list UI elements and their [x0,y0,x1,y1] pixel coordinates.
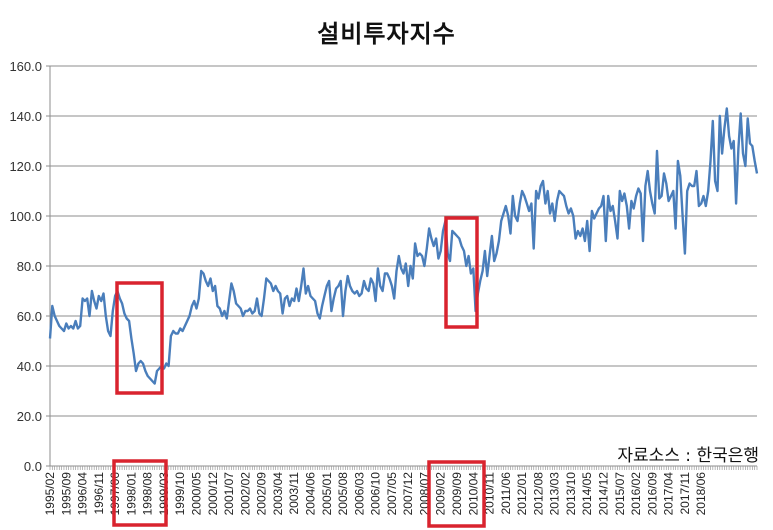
x-tick-label: 1996/11 [92,472,106,515]
y-axis-ticks: 0.0 20.0 40.0 60.0 80.0 100.0 120.0 140.0 160.0 [9,59,42,474]
y-tick-label: 20.0 [17,409,42,424]
x-tick-label: 2002/09 [255,472,269,516]
x-tick-label: 2012/08 [531,472,545,516]
x-tick-label: 2014/12 [597,472,611,516]
x-tick-label: 2004/06 [303,472,317,516]
x-tick-label: 2011/06 [499,472,513,515]
source-label: 자료소스 : 한국은행 [617,446,759,466]
x-tick-label: 2005/08 [336,472,350,516]
x-tick-label: 2010/04 [466,472,480,516]
y-tick-label: 140.0 [9,109,42,124]
x-tick-label: 1998/08 [141,472,155,516]
x-tick-label: 2002/02 [238,472,252,516]
y-tick-label: 40.0 [17,359,42,374]
x-tick-label: 2017/11 [678,472,692,515]
y-tick-label: 60.0 [17,309,42,324]
y-tick-label: 160.0 [9,59,42,74]
x-tick-label: 2016/02 [629,472,643,516]
x-tick-label: 1996/04 [76,472,90,516]
y-tick-label: 100.0 [9,209,42,224]
x-tick-label: 1995/09 [59,472,73,516]
x-tick-label: 2018/06 [694,472,708,516]
x-tick-label: 2003/04 [271,472,285,516]
highlight-box-2008-crisis [444,216,479,329]
x-tick-label: 2009/02 [434,472,448,516]
x-tick-label: 2006/03 [352,472,366,516]
series-line [48,107,759,385]
x-tick-label: 2005/01 [320,472,334,516]
x-tick-label: 2016/09 [645,472,659,516]
x-tick-label: 2000/05 [190,472,204,516]
x-axis-ticks: 1995/02 1995/09 1996/04 1996/11 1997/06 1998/… [43,472,708,516]
y-tick-label: 0.0 [24,459,42,474]
x-tick-label: 2014/05 [580,472,594,516]
x-tick-label: 2003/11 [287,472,301,515]
x-tick-label: 1999/10 [173,472,187,516]
x-tick-label: 2000/12 [206,472,220,516]
x-tick-label: 2017/04 [662,472,676,516]
x-tick-label: 2010/11 [483,472,497,515]
x-tick-label: 2012/01 [515,472,529,516]
highlight-box-labels-1997 [112,459,168,527]
x-tick-label: 1998/01 [124,472,138,516]
x-tick-label: 2006/10 [369,472,383,516]
y-tick-label: 80.0 [17,259,42,274]
x-tick-label: 2013/10 [564,472,578,516]
y-tick-label: 120.0 [9,159,42,174]
chart-title: 설비투자지수 [317,20,456,48]
x-tick-label: 2001/07 [222,472,236,516]
x-tick-label: 2015/07 [613,472,627,516]
x-tick-label: 1999/03 [157,472,171,516]
x-tick-label: 2009/09 [450,472,464,516]
x-tick-label: 2007/05 [385,472,399,516]
highlight-box-1997-crisis [115,281,164,395]
x-tick-label: 1995/02 [43,472,57,516]
x-tick-label: 2013/03 [548,472,562,516]
x-tick-label: 2007/12 [401,472,415,516]
x-axis-minor-ticks [49,466,758,470]
highlight-box-labels-2008 [427,460,486,528]
